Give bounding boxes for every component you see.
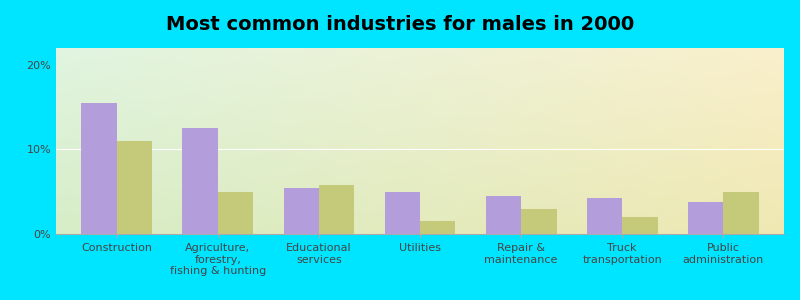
Bar bbox=[486, 196, 521, 234]
Bar bbox=[319, 185, 354, 234]
Bar bbox=[688, 202, 723, 234]
Bar bbox=[385, 192, 420, 234]
Bar bbox=[587, 199, 622, 234]
Bar bbox=[182, 128, 218, 234]
Bar bbox=[420, 221, 455, 234]
Bar bbox=[117, 141, 152, 234]
Text: Most common industries for males in 2000: Most common industries for males in 2000 bbox=[166, 15, 634, 34]
Bar bbox=[218, 192, 253, 234]
Legend: WaKeeney, Kansas: WaKeeney, Kansas bbox=[339, 296, 501, 300]
Bar bbox=[82, 103, 117, 234]
Bar bbox=[723, 192, 758, 234]
Bar bbox=[521, 208, 557, 234]
Bar bbox=[622, 217, 658, 234]
Bar bbox=[283, 188, 319, 234]
